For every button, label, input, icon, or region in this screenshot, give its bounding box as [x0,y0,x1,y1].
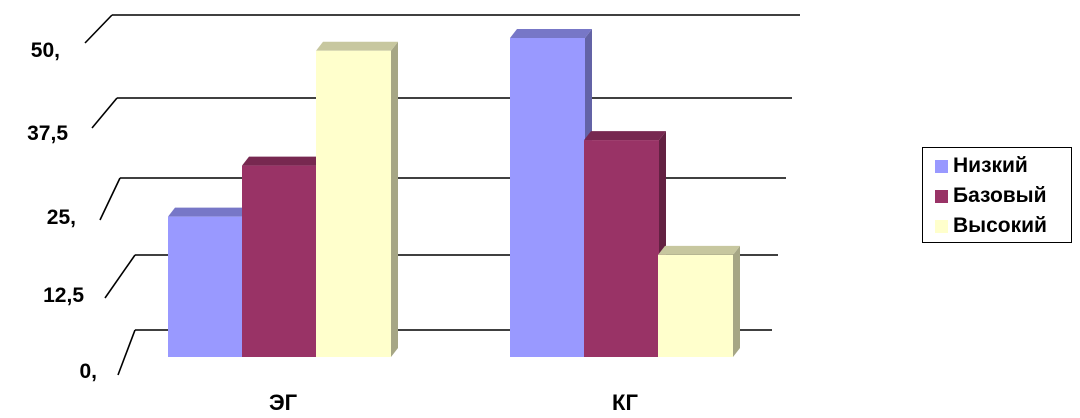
bar-top [316,41,398,51]
bar [658,245,740,357]
y-tick-label: 12,5 [43,284,84,307]
legend: Низкий Базовый Высокий [922,147,1072,243]
legend-label: Низкий [953,154,1028,177]
y-tick-label: 0, [79,360,97,383]
bar-front [658,254,733,357]
x-category-label: КГ [612,390,638,415]
bar [584,131,666,357]
gridline-wall [91,97,118,129]
y-tick-label: 25, [47,206,76,229]
legend-swatch [935,189,948,203]
gridline-wall [84,14,113,44]
bar-front [316,50,391,357]
bar-top [658,245,740,255]
bar-front [510,38,585,357]
bars [168,29,740,357]
x-category-label: ЭГ [269,390,298,415]
legend-item: Высокий [935,211,1071,241]
y-axis-tick-labels: 0, 12,5 25, 37,5 50, [27,39,97,383]
bar-top [510,29,592,38]
legend-item: Низкий [935,151,1071,181]
bar [242,156,324,357]
legend-label: Высокий [953,214,1047,237]
bar-top [584,131,666,141]
bar-top [242,156,324,166]
y-tick-label: 37,5 [27,122,68,145]
legend-label: Базовый [953,184,1047,207]
y-tick-label: 50, [31,39,60,62]
bar-side [733,245,740,357]
gridline-wall [117,329,136,376]
bar-front [584,140,659,357]
gridline-wall [99,177,121,221]
gridline-wall [104,254,136,299]
bar [168,207,250,357]
legend-swatch [935,159,948,173]
bar-front [242,165,317,357]
legend-item: Базовый [935,181,1071,211]
x-axis-category-labels: ЭГ КГ [269,390,639,415]
bar-side [391,41,398,357]
bar-top [168,207,250,217]
bar [316,41,398,357]
bar-front [168,216,243,357]
legend-swatch [935,219,948,233]
bar [510,29,592,357]
